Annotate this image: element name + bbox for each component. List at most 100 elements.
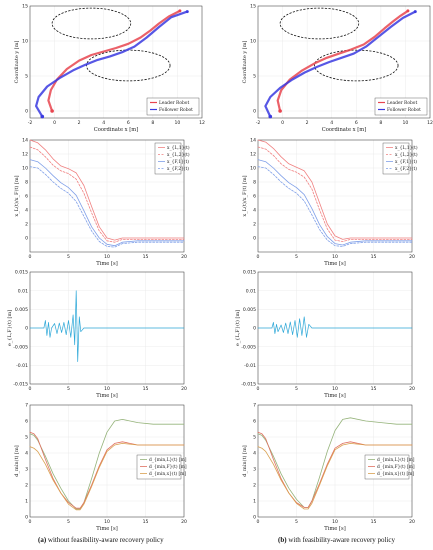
legend-entry: d_{min,x}(t) [m] (377, 472, 414, 477)
y-tick-label: 2 (253, 483, 256, 489)
plot-frame (257, 139, 413, 253)
y-tick-label: 14 (250, 138, 256, 144)
end-point (178, 9, 182, 13)
x-tick-label: 10 (332, 386, 338, 392)
start-point (268, 114, 273, 119)
legend-entry: d_{min,L}(t) [m] (377, 458, 415, 463)
legend: Leader Robot Follower Robot (374, 97, 428, 116)
x-tick-label: 5 (295, 519, 298, 525)
x-axis-label: Time [s] (96, 526, 117, 532)
y-tick-label: 5 (253, 435, 256, 441)
x-tick-label: 15 (143, 386, 149, 392)
x-tick-label: 20 (409, 519, 415, 525)
y-tick-label: -0.005 (241, 344, 256, 350)
x-tick-label: 15 (371, 254, 377, 260)
y-axis-label: x_L(t)/x_F(t) [m] (13, 175, 20, 216)
start-point (40, 114, 45, 119)
x-axis-label: Time [s] (96, 393, 117, 399)
x-tick-label: 15 (143, 519, 149, 525)
y-tick-label: 15 (250, 4, 256, 10)
series-line-2 (257, 146, 413, 242)
y-tick-label: 3 (253, 467, 256, 473)
x-tick-label: -2 (256, 120, 261, 126)
caption-a-tag: (a) (38, 536, 47, 544)
x-tick-label: 0 (29, 519, 32, 525)
x-tick-label: 10 (174, 120, 180, 126)
legend-entry: d_{min,F}(t) [m] (377, 465, 415, 470)
y-tick-label: 0.005 (15, 307, 28, 313)
y-tick-label: 0.01 (246, 288, 256, 294)
x-tick-label: 15 (143, 254, 149, 260)
caption-b-text: with feasibility-aware recovery policy (288, 536, 396, 544)
chart-state-a: 0 5 10 15 20 0 2 4 6 8 10 12 14 Time [s] x_L(t)/x_F(t)… (13, 138, 190, 267)
legend-entry: d_{min,x}(t) [m] (149, 472, 186, 477)
x-tick-label: 0 (29, 254, 32, 260)
legend-entry: x_{F,2}(t) (167, 167, 189, 172)
x-tick-label: 5 (295, 254, 298, 260)
series-line-2 (29, 146, 185, 243)
y-tick-label: 5 (253, 74, 256, 80)
x-axis-label: Time [s] (96, 261, 117, 267)
y-tick-label: 8 (25, 180, 28, 186)
plot-frame (29, 404, 185, 518)
y-tick-label: -0.015 (13, 382, 28, 388)
x-tick-label: 5 (67, 254, 70, 260)
x-tick-label: 8 (379, 120, 382, 126)
x-tick-label: 15 (371, 386, 377, 392)
y-tick-label: 10 (22, 166, 28, 172)
y-tick-label: -0.01 (16, 363, 28, 369)
y-tick-label: 15 (22, 4, 28, 10)
x-tick-label: 10 (104, 386, 110, 392)
plot-frame (29, 139, 185, 253)
legend-box (136, 454, 182, 480)
x-axis-label: Time [s] (324, 526, 345, 532)
y-tick-label: 4 (25, 451, 28, 457)
y-tick-label: 0 (253, 109, 256, 115)
y-tick-label: 0.005 (243, 307, 256, 313)
y-tick-label: 6 (25, 419, 28, 425)
end-point (185, 10, 189, 14)
start-point (50, 109, 54, 113)
legend-entry: x_{F,1}(t) (167, 160, 189, 165)
legend-box (146, 97, 200, 116)
x-tick-label: 20 (409, 386, 415, 392)
y-tick-label: 6 (253, 419, 256, 425)
legend-entry: x_{L,2}(t) (395, 153, 418, 158)
y-tick-label: -0.005 (13, 344, 28, 350)
x-tick-label: 0 (29, 386, 32, 392)
series-line-2 (264, 10, 417, 118)
y-tick-label: 14 (22, 138, 28, 144)
y-tick-label: 3 (25, 467, 28, 473)
y-axis-label: d_min(t) [m] (241, 445, 248, 476)
x-tick-label: 0 (53, 120, 56, 126)
x-tick-label: 0 (281, 120, 284, 126)
x-tick-label: 4 (102, 120, 105, 126)
y-tick-label: 10 (22, 39, 28, 45)
legend-entry: x_{L,1}(t) (395, 146, 418, 151)
end-point (413, 10, 417, 14)
series-line-1 (47, 9, 181, 113)
y-tick-label: 1 (25, 499, 28, 505)
plot-frame (257, 404, 413, 518)
legend: d_{min,L}(t) [m] d_{min,F}(t) [m] d_{min,x… (364, 454, 415, 480)
start-point (278, 109, 282, 113)
x-tick-label: 20 (181, 254, 187, 260)
x-axis-label: Coordinate x [m] (94, 127, 138, 133)
obstacle-ellipse (314, 49, 399, 82)
y-tick-label: 4 (253, 451, 256, 457)
y-tick-label: 2 (25, 483, 28, 489)
y-tick-label: 2 (253, 222, 256, 228)
y-tick-label: 1 (253, 499, 256, 505)
y-tick-label: 0.015 (15, 270, 28, 276)
y-tick-label: 10 (250, 166, 256, 172)
x-tick-label: 10 (104, 519, 110, 525)
caption-a-text: without feasibility-aware recovery polic… (47, 536, 164, 544)
x-tick-label: 12 (199, 120, 205, 126)
y-tick-label: 0 (253, 515, 256, 521)
x-tick-label: 20 (181, 386, 187, 392)
series-line-1 (276, 9, 409, 113)
chart-dist-a: 0 5 10 15 20 0 1 2 3 4 5 6 7 Time [s] d_min(t) [m] d_{m… (13, 403, 187, 532)
